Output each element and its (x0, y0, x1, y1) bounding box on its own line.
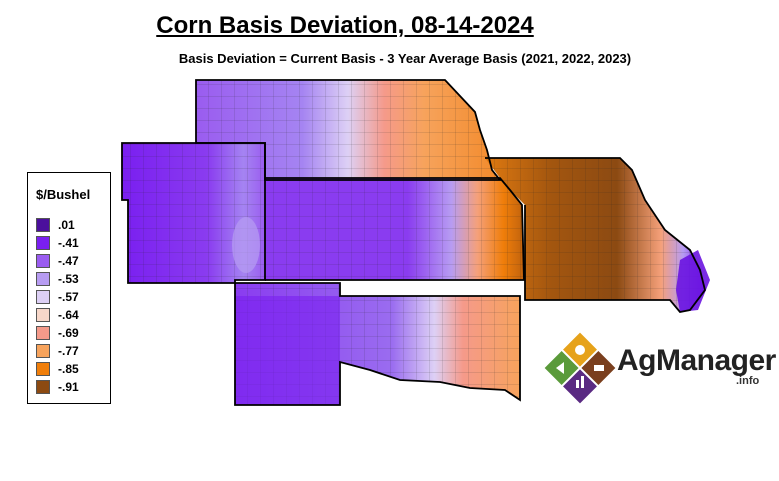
legend-item: -.57 (36, 289, 110, 305)
legend-swatch (36, 308, 50, 322)
legend-label: -.47 (58, 254, 79, 268)
legend-item: -.77 (36, 343, 110, 359)
legend-label: -.57 (58, 290, 79, 304)
legend-swatch (36, 272, 50, 286)
logo-brand: AgManager (617, 344, 776, 377)
legend-label: -.91 (58, 380, 79, 394)
state-missouri (485, 158, 710, 312)
legend-swatch (36, 326, 50, 340)
legend-swatch (36, 290, 50, 304)
legend-item: -.53 (36, 271, 110, 287)
legend-swatch (36, 380, 50, 394)
legend-label: -.69 (58, 326, 79, 340)
legend-label: -.64 (58, 308, 79, 322)
state-kansas (265, 178, 524, 280)
legend-item: -.64 (36, 307, 110, 323)
legend-label: -.85 (58, 362, 79, 376)
state-borders (121, 79, 706, 406)
legend: $/Bushel .01 -.41 -.47 -.53 -.57 -.64 -.69 -.77… (27, 172, 111, 404)
legend-label: -.41 (58, 236, 79, 250)
legend-item: -.85 (36, 361, 110, 377)
legend-item: -.69 (36, 325, 110, 341)
map-subtitle: Basis Deviation = Current Basis - 3 Year… (178, 51, 632, 66)
legend-item: -.41 (36, 235, 110, 251)
legend-label: -.53 (58, 272, 79, 286)
legend-title: $/Bushel (36, 187, 91, 202)
logo-suffix: .info (736, 375, 760, 387)
legend-swatch (36, 344, 50, 358)
legend-label: -.77 (58, 344, 79, 358)
legend-swatch (36, 254, 50, 268)
agmanager-logo-icon (544, 332, 616, 404)
legend-label: .01 (58, 218, 75, 232)
map-title: Corn Basis Deviation, 08-14-2024 (156, 12, 534, 39)
state-nebraska (196, 80, 500, 180)
state-colorado (122, 143, 265, 283)
legend-swatch (36, 362, 50, 376)
state-oklahoma (235, 283, 520, 405)
legend-swatch (36, 218, 50, 232)
legend-item: -.91 (36, 379, 110, 395)
legend-item: .01 (36, 217, 110, 233)
legend-item: -.47 (36, 253, 110, 269)
legend-swatch (36, 236, 50, 250)
